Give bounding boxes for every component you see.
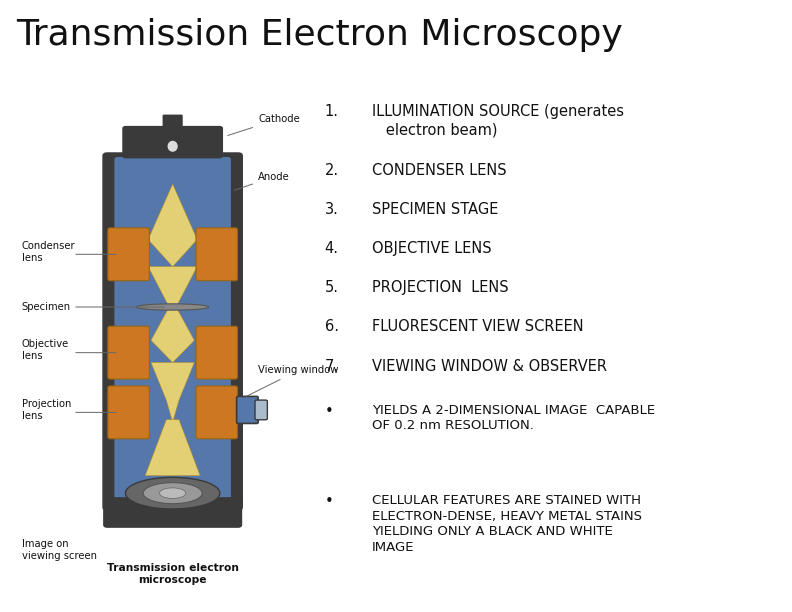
Text: 4.: 4.	[325, 241, 339, 256]
Text: 6.: 6.	[325, 319, 339, 335]
FancyBboxPatch shape	[196, 228, 238, 281]
Text: 3.: 3.	[325, 202, 339, 217]
FancyBboxPatch shape	[108, 326, 150, 379]
Text: 2.: 2.	[325, 163, 339, 178]
Text: FLUORESCENT VIEW SCREEN: FLUORESCENT VIEW SCREEN	[372, 319, 584, 335]
Text: Anode: Anode	[234, 172, 290, 190]
Text: 1.: 1.	[325, 104, 339, 119]
Text: •: •	[325, 494, 333, 509]
Text: YIELDS A 2-DIMENSIONAL IMAGE  CAPABLE
OF 0.2 nm RESOLUTION.: YIELDS A 2-DIMENSIONAL IMAGE CAPABLE OF …	[372, 404, 655, 433]
Ellipse shape	[168, 141, 177, 152]
FancyBboxPatch shape	[103, 497, 242, 528]
FancyBboxPatch shape	[196, 386, 238, 439]
Text: •: •	[325, 404, 333, 419]
Text: Specimen: Specimen	[21, 302, 70, 312]
Polygon shape	[145, 420, 200, 476]
FancyBboxPatch shape	[122, 126, 223, 159]
FancyBboxPatch shape	[108, 228, 150, 281]
Text: 7.: 7.	[325, 359, 339, 374]
Text: CONDENSER LENS: CONDENSER LENS	[372, 163, 507, 178]
Text: Viewing window: Viewing window	[246, 365, 338, 397]
Text: VIEWING WINDOW & OBSERVER: VIEWING WINDOW & OBSERVER	[372, 359, 607, 374]
Text: Objective
lens: Objective lens	[21, 340, 69, 361]
Ellipse shape	[143, 483, 202, 504]
Text: OBJECTIVE LENS: OBJECTIVE LENS	[372, 241, 492, 256]
Ellipse shape	[125, 477, 220, 509]
Polygon shape	[151, 307, 194, 362]
Ellipse shape	[136, 304, 209, 310]
FancyBboxPatch shape	[255, 400, 268, 420]
Text: Transmission electron
microscope: Transmission electron microscope	[107, 562, 238, 585]
Text: SPECIMEN STAGE: SPECIMEN STAGE	[372, 202, 499, 217]
Polygon shape	[148, 267, 197, 307]
Text: Projection
lens: Projection lens	[21, 399, 71, 420]
FancyBboxPatch shape	[237, 397, 258, 424]
Text: 5.: 5.	[325, 280, 339, 296]
Ellipse shape	[159, 488, 186, 498]
FancyBboxPatch shape	[102, 152, 243, 511]
Text: Transmission Electron Microscopy: Transmission Electron Microscopy	[16, 18, 623, 53]
Text: PROJECTION  LENS: PROJECTION LENS	[372, 280, 509, 296]
Polygon shape	[148, 184, 197, 267]
FancyBboxPatch shape	[114, 157, 231, 506]
Text: ILLUMINATION SOURCE (generates
   electron beam): ILLUMINATION SOURCE (generates electron …	[372, 104, 624, 137]
Text: CELLULAR FEATURES ARE STAINED WITH
ELECTRON-DENSE, HEAVY METAL STAINS
YIELDING O: CELLULAR FEATURES ARE STAINED WITH ELECT…	[372, 494, 642, 553]
Polygon shape	[151, 362, 194, 422]
Text: Cathode: Cathode	[228, 114, 300, 135]
FancyBboxPatch shape	[108, 386, 150, 439]
FancyBboxPatch shape	[162, 114, 183, 130]
Text: Image on
viewing screen: Image on viewing screen	[21, 539, 97, 561]
FancyBboxPatch shape	[196, 326, 238, 379]
Text: Condenser
lens: Condenser lens	[21, 241, 75, 263]
